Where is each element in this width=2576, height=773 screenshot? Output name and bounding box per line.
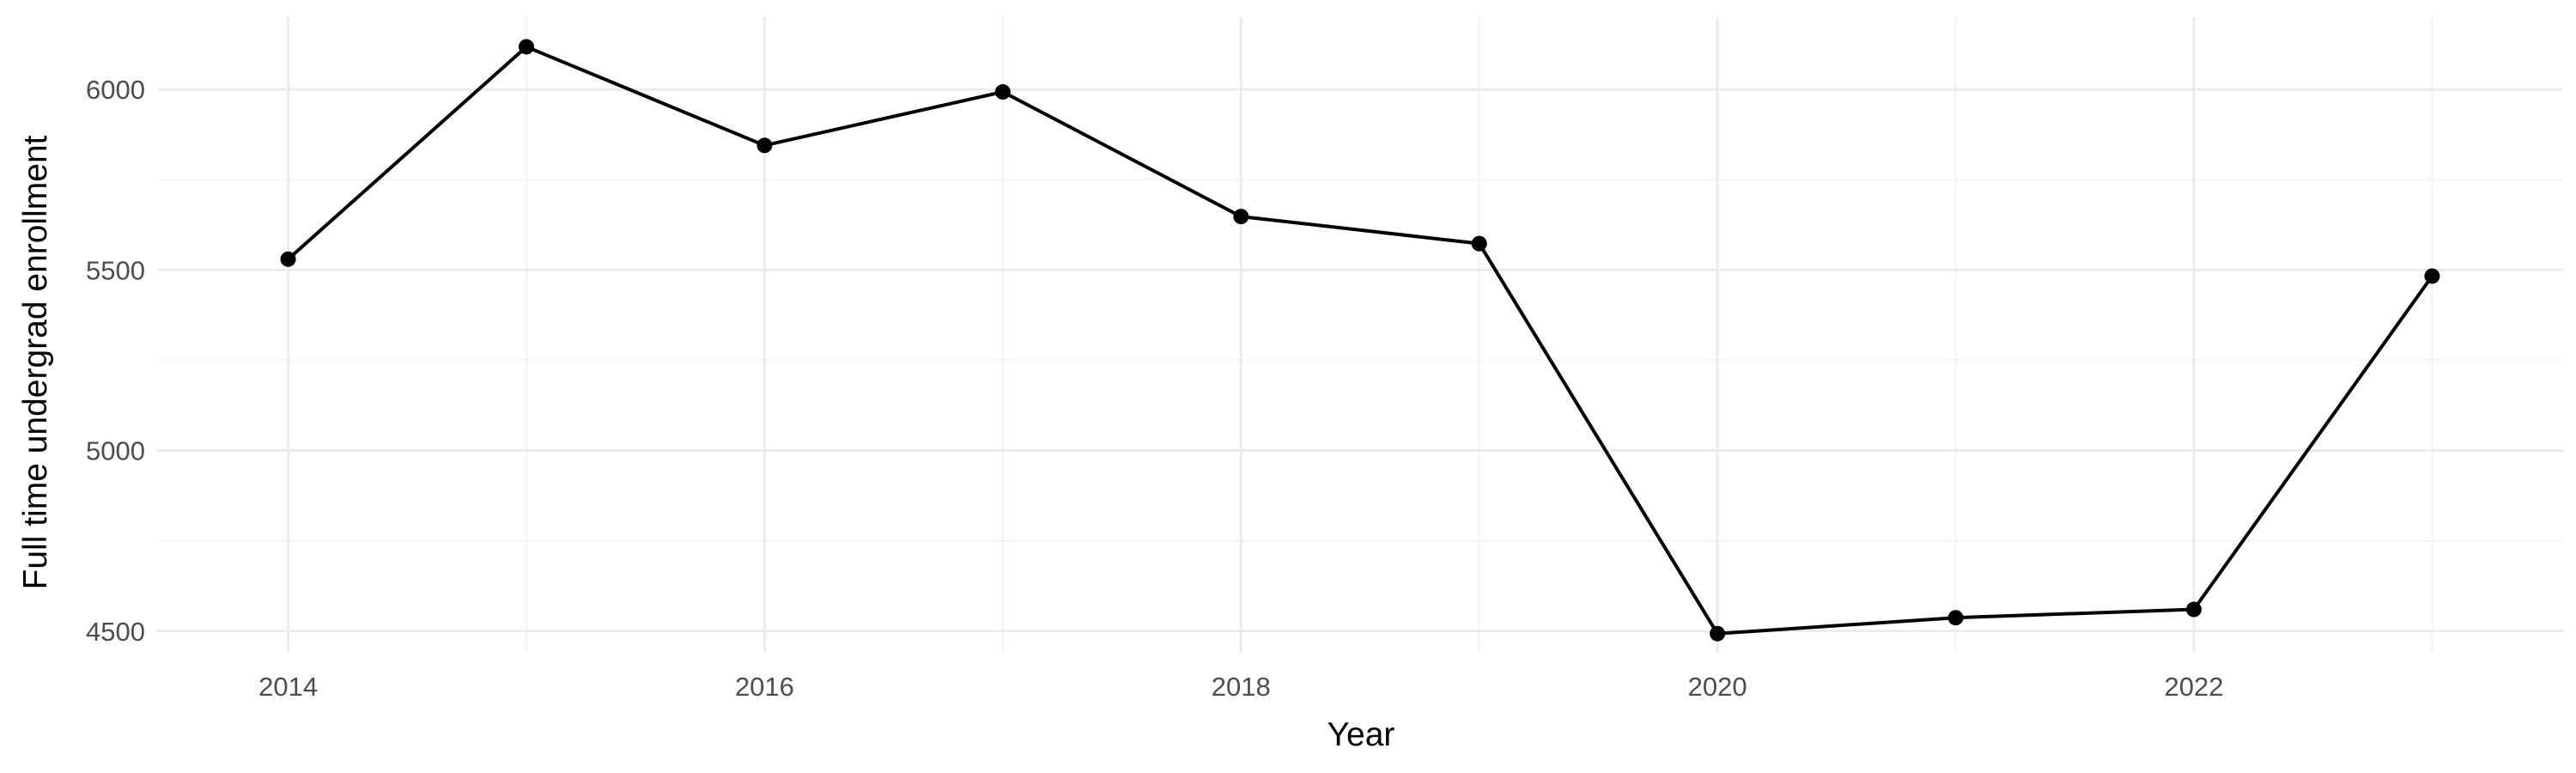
- data-point: [1710, 625, 1726, 642]
- data-point: [1947, 610, 1964, 626]
- x-tick-label: 2018: [1212, 672, 1271, 702]
- x-tick-label: 2014: [258, 672, 318, 702]
- y-axis-title: Full time undergrad enrollment: [17, 135, 54, 589]
- x-axis-title: Year: [1327, 716, 1395, 753]
- x-axis-ticks: 2014 2016 2018 2020 2022: [258, 672, 2223, 702]
- series-line-group: [287, 45, 2434, 636]
- series-points: [280, 39, 2440, 642]
- data-point: [280, 251, 296, 267]
- data-point: [1233, 209, 1249, 225]
- x-tick-label: 2020: [1688, 672, 1747, 702]
- y-tick-label: 5500: [86, 255, 145, 285]
- data-point: [756, 137, 773, 154]
- data-point: [2185, 601, 2202, 618]
- grid-lines: [157, 17, 2563, 653]
- y-tick-label: 5000: [86, 436, 145, 466]
- data-point: [2424, 268, 2440, 284]
- y-axis-ticks: 4500 5000 5500 6000: [86, 75, 145, 647]
- y-tick-label: 6000: [86, 75, 145, 105]
- data-point: [1471, 235, 1487, 252]
- x-tick-label: 2022: [2165, 672, 2224, 702]
- x-tick-label: 2016: [735, 672, 794, 702]
- series-line: [287, 45, 2434, 636]
- data-point: [994, 84, 1011, 100]
- data-point: [519, 39, 535, 55]
- y-tick-label: 4500: [86, 617, 145, 647]
